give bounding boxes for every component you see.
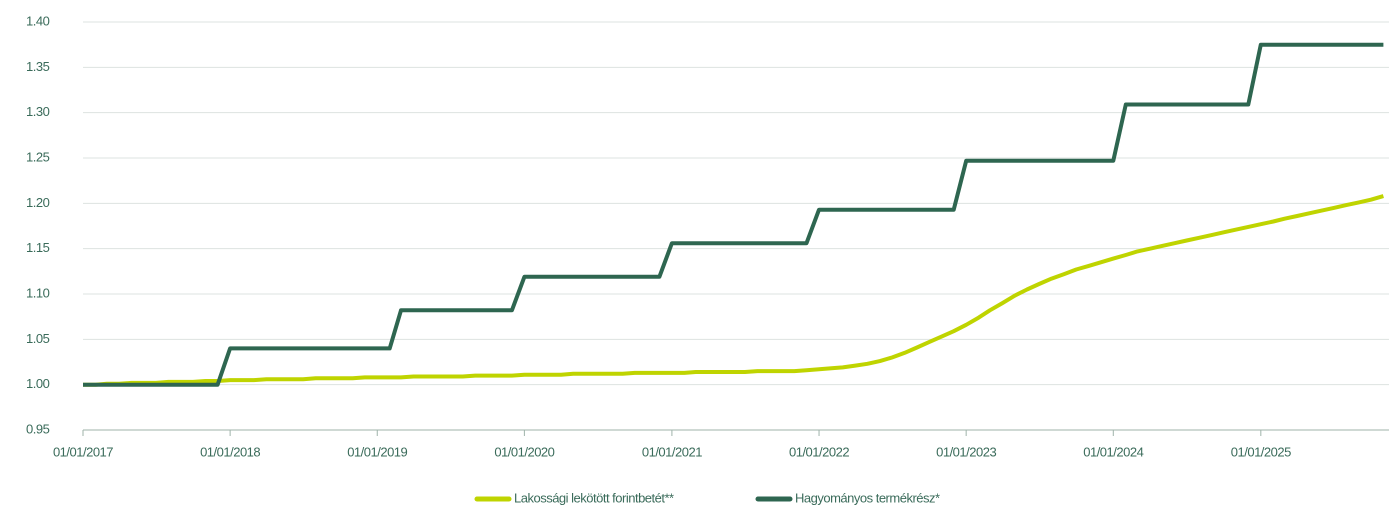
x-tick-label: 01/01/2019 xyxy=(347,444,407,459)
y-tick-label: 1.40 xyxy=(26,13,50,28)
y-tick-label: 0.95 xyxy=(26,421,50,436)
y-tick-label: 1.10 xyxy=(26,285,50,300)
series-line xyxy=(83,194,1384,387)
y-tick-label: 1.30 xyxy=(26,104,50,119)
y-tick-label: 1.15 xyxy=(26,240,50,255)
legend-label: Lakossági lekötött forintbetét** xyxy=(514,490,674,505)
y-tick-label: 1.35 xyxy=(26,59,50,74)
x-tick-label: 01/01/2017 xyxy=(53,444,113,459)
x-tick-label: 01/01/2023 xyxy=(936,444,996,459)
legend-label: Hagyományos termékrész* xyxy=(795,490,940,505)
x-tick-label: 01/01/2018 xyxy=(200,444,260,459)
x-tick-label: 01/01/2021 xyxy=(642,444,702,459)
x-tick-label: 01/01/2020 xyxy=(494,444,554,459)
y-tick-label: 1.00 xyxy=(26,376,50,391)
y-tick-label: 1.20 xyxy=(26,195,50,210)
y-tick-label: 1.25 xyxy=(26,149,50,164)
series-line xyxy=(83,42,1384,387)
x-tick-label: 01/01/2022 xyxy=(789,444,849,459)
y-tick-label: 1.05 xyxy=(26,331,50,346)
x-tick-label: 01/01/2025 xyxy=(1231,444,1291,459)
x-tick-label: 01/01/2024 xyxy=(1083,444,1143,459)
